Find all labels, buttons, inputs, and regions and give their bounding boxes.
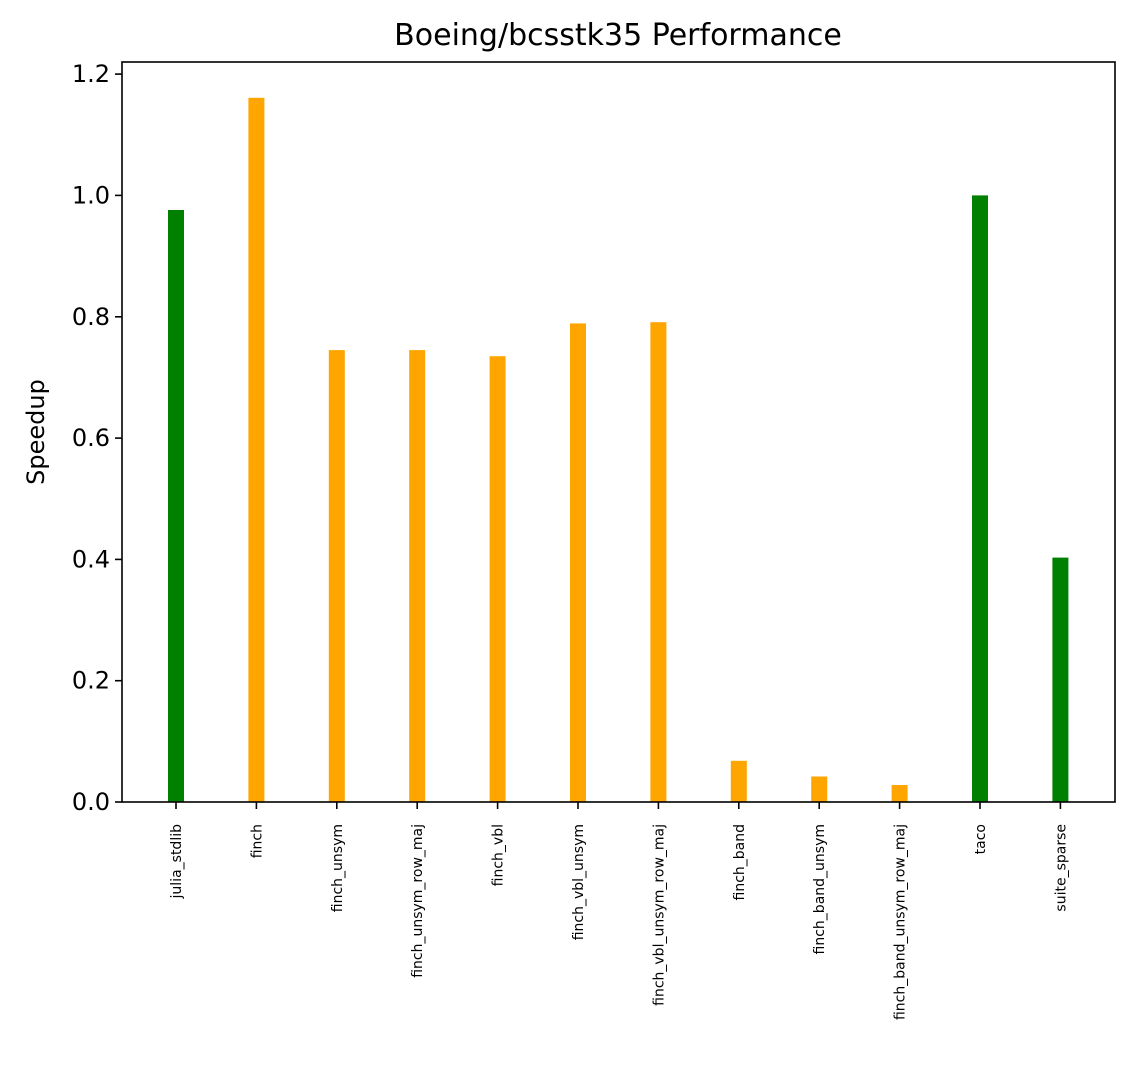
y-tick-label: 0.2 [72, 667, 110, 695]
x-tick-label: finch_band_unsym [812, 824, 828, 954]
x-tick-label: taco [973, 824, 989, 854]
bar-finch-vbl [489, 356, 506, 802]
y-tick-label: 1.2 [72, 60, 110, 88]
x-tick-label: finch_vbl_unsym_row_maj [651, 824, 667, 1006]
bar-finch-band-unsym-row-maj [891, 785, 908, 802]
y-tick-label: 1.0 [72, 181, 110, 209]
plot-frame [121, 61, 1116, 803]
chart-title: Boeing/bcsstk35 Performance [394, 18, 842, 53]
x-tick-label: finch_band [732, 824, 748, 901]
bar-finch-band-unsym [811, 776, 828, 802]
y-axis-label: Speedup [22, 379, 50, 485]
bar-finch-unsym [328, 350, 345, 802]
y-axis-ticks: 0.0 0.2 0.4 0.6 0.8 1.0 1.2 [72, 60, 122, 816]
bar-julia-stdlib [168, 210, 184, 802]
y-tick-label: 0.0 [72, 788, 110, 816]
bar-finch [248, 97, 265, 803]
x-tick-label: finch_band_unsym_row_maj [893, 824, 909, 1020]
y-tick-label: 0.8 [72, 303, 110, 331]
bar-suite-sparse [1052, 557, 1069, 802]
x-tick-label: finch [249, 824, 265, 858]
x-tick-label: finch_vbl_unsym [571, 824, 587, 940]
x-tick-label: finch_unsym_row_maj [410, 824, 426, 978]
y-tick-label: 0.6 [72, 424, 110, 452]
bar-finch-unsym-row-maj [409, 350, 426, 802]
x-tick-label: suite_sparse [1053, 824, 1069, 912]
bars-layer [168, 97, 1069, 803]
x-axis-ticks: julia_stdlib finch finch_unsym finch_unsym_… [169, 802, 1069, 1020]
bar-taco [972, 195, 988, 802]
y-tick-label: 0.4 [72, 545, 110, 573]
x-tick-label: finch_vbl [491, 824, 507, 886]
x-tick-label: julia_stdlib [169, 824, 185, 900]
bar-finch-band [730, 760, 747, 802]
x-tick-label: finch_unsym [330, 824, 346, 912]
bar-finch-vbl-unsym [570, 323, 586, 802]
bar-finch-vbl-unsym-row-maj [650, 322, 667, 802]
